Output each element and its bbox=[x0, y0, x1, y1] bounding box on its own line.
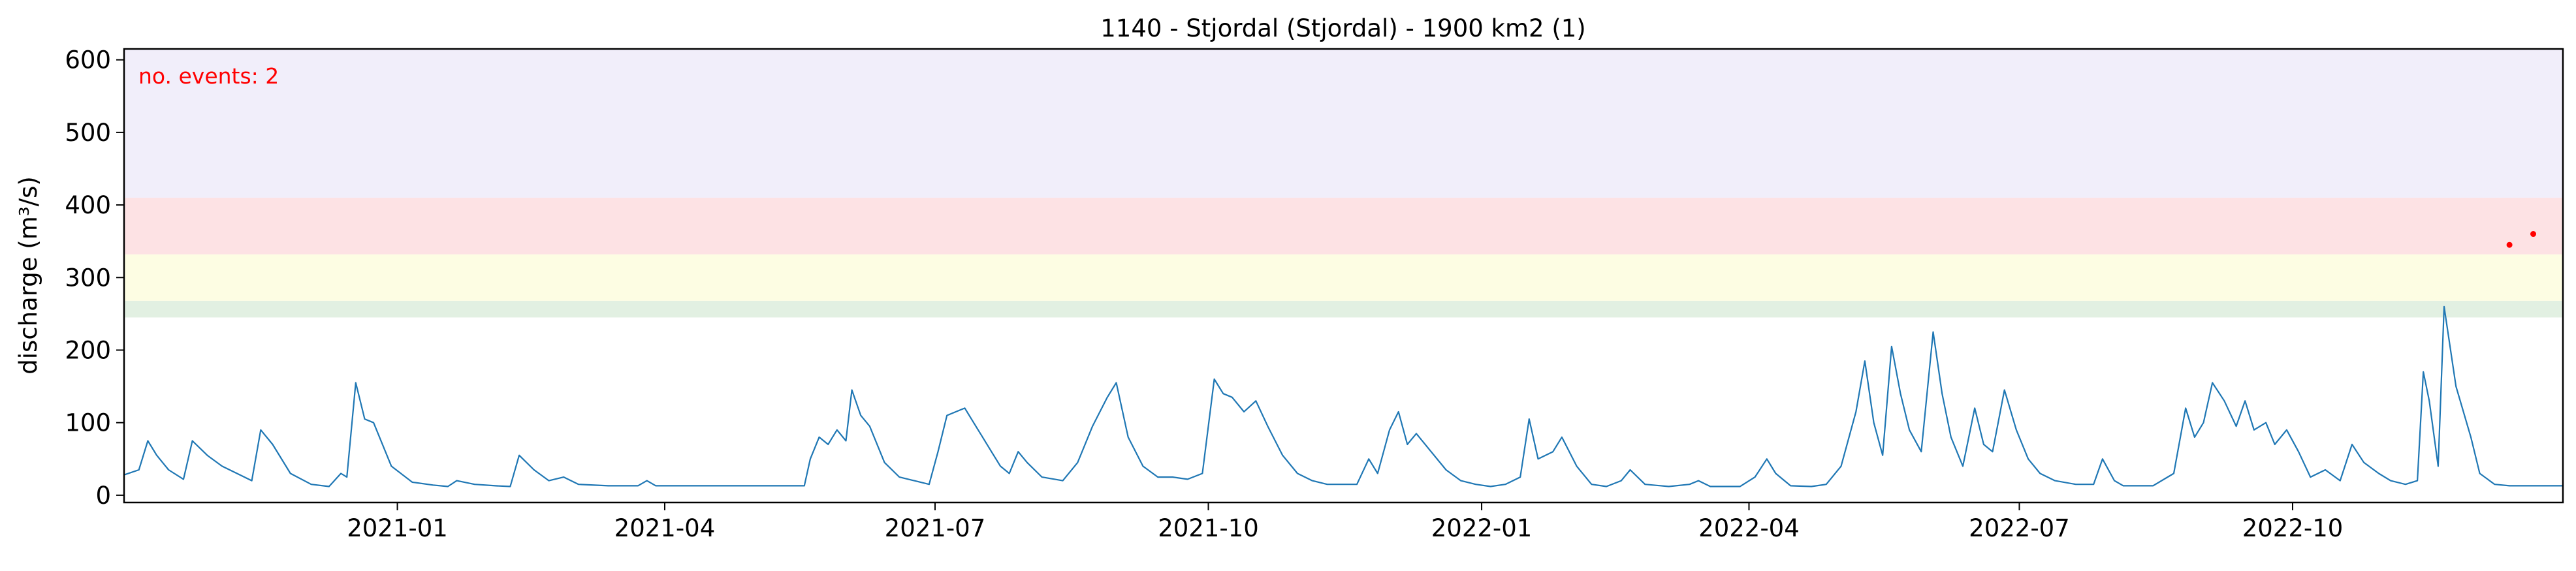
x-tick-label: 2021-01 bbox=[347, 514, 448, 542]
x-tick-label: 2021-07 bbox=[885, 514, 986, 542]
y-axis: 0 100 200 300 400 500 600 bbox=[65, 46, 124, 510]
events-annotation: no. events: 2 bbox=[138, 63, 279, 89]
plot-frame bbox=[123, 48, 2564, 504]
threshold-band-1 bbox=[124, 254, 2563, 301]
y-tick-label: 0 bbox=[95, 482, 111, 510]
x-axis: 2021-01 2021-04 2021-07 2021-10 2022-01 2022-… bbox=[347, 502, 2343, 542]
series-layer bbox=[123, 305, 2563, 487]
y-tick-label: 100 bbox=[65, 409, 111, 437]
event-markers bbox=[2506, 231, 2537, 248]
x-tick-label: 2021-10 bbox=[1158, 514, 1259, 542]
threshold-band-2 bbox=[124, 197, 2563, 255]
y-tick-label: 300 bbox=[65, 264, 111, 292]
discharge-series-line bbox=[123, 305, 2563, 487]
event-point-1 bbox=[2530, 231, 2537, 238]
y-axis-label: discharge (m³/s) bbox=[14, 176, 42, 375]
x-tick-label: 2022-10 bbox=[2242, 514, 2344, 542]
threshold-band-0 bbox=[124, 300, 2563, 318]
y-tick-label: 600 bbox=[65, 46, 111, 74]
x-tick-label: 2022-01 bbox=[1431, 514, 1533, 542]
threshold-bands bbox=[124, 49, 2563, 318]
y-tick-label: 400 bbox=[65, 191, 111, 219]
event-point-0 bbox=[2506, 241, 2513, 248]
x-tick-label: 2021-04 bbox=[614, 514, 716, 542]
chart-title: 1140 - Stjordal (Stjordal) - 1900 km2 (1… bbox=[1100, 14, 1585, 42]
x-tick-label: 2022-07 bbox=[1969, 514, 2070, 542]
y-tick-label: 500 bbox=[65, 119, 111, 147]
x-tick-label: 2022-04 bbox=[1698, 514, 1800, 542]
y-tick-label: 200 bbox=[65, 336, 111, 364]
threshold-band-3 bbox=[124, 49, 2563, 198]
